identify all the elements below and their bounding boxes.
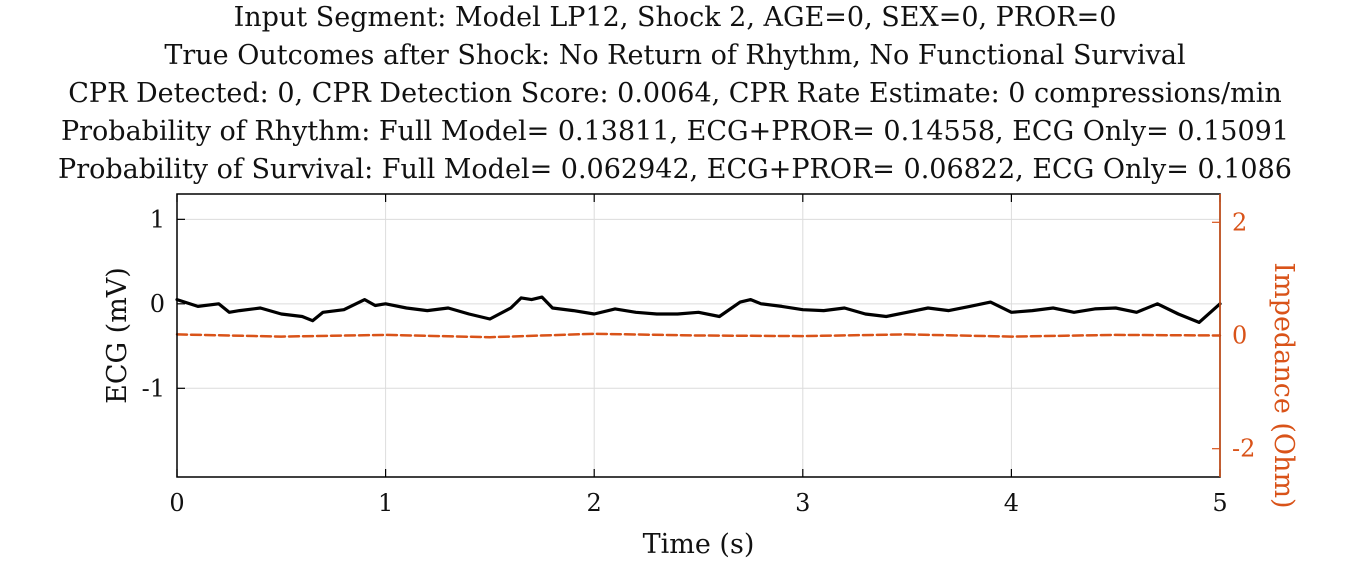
x-tick-label: 0 — [169, 489, 184, 517]
y-axis-label: ECG (mV) — [102, 267, 133, 404]
x-tick-label: 4 — [1004, 489, 1019, 517]
ecg-series-line — [175, 295, 1222, 324]
ticks-layer: 0 1 2 3 4 5 1 0 -1 2 0 -2 — [142, 194, 1255, 517]
impedance-series-line — [175, 332, 1222, 339]
title-line-5: Probability of Survival: Full Model= 0.0… — [58, 154, 1292, 185]
x-tick-label: 3 — [795, 489, 810, 517]
x-tick-label: 5 — [1212, 489, 1227, 517]
y-tick-label: -1 — [142, 374, 165, 402]
title-line-1: Input Segment: Model LP12, Shock 2, AGE=… — [233, 2, 1117, 33]
title-line-2: True Outcomes after Shock: No Return of … — [164, 40, 1186, 71]
x-tick-label: 2 — [587, 489, 602, 517]
y2-tick-label: 0 — [1232, 322, 1247, 350]
y2-tick-label: -2 — [1232, 435, 1255, 463]
series-layer — [175, 295, 1222, 339]
x-axis-label: Time (s) — [643, 529, 755, 560]
title-line-3: CPR Detected: 0, CPR Detection Score: 0.… — [68, 78, 1282, 109]
y2-axis-label: Impedance (Ohm) — [1268, 262, 1299, 508]
title-line-4: Probability of Rhythm: Full Model= 0.138… — [60, 116, 1290, 147]
y-tick-label: 1 — [150, 205, 165, 233]
y2-tick-label: 2 — [1232, 208, 1247, 236]
x-tick-label: 1 — [378, 489, 393, 517]
y-tick-label: 0 — [150, 290, 165, 318]
